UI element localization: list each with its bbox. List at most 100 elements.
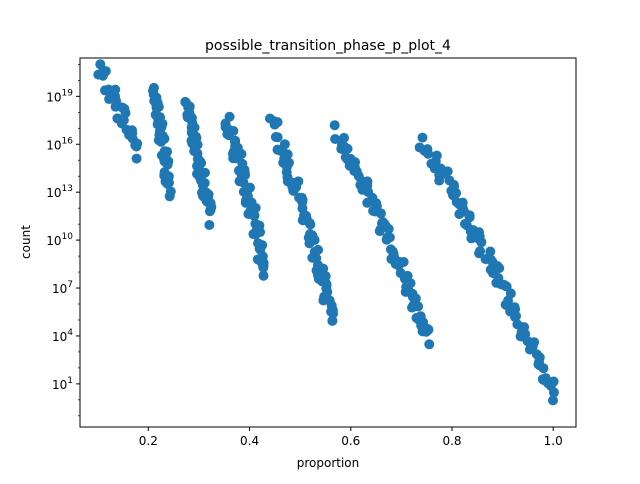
scatter-point bbox=[250, 202, 261, 213]
scatter-point bbox=[398, 256, 409, 267]
scatter-point bbox=[257, 258, 268, 269]
scatter-point bbox=[548, 387, 559, 398]
scatter-point bbox=[97, 67, 108, 78]
plot-area bbox=[93, 59, 559, 406]
scatter-point bbox=[157, 118, 168, 129]
scatter-point bbox=[228, 125, 239, 136]
scatter-point bbox=[279, 139, 290, 150]
scatter-point bbox=[422, 323, 433, 334]
scatter-point bbox=[127, 128, 138, 139]
scatter-point bbox=[258, 270, 269, 281]
scatter-point bbox=[493, 273, 504, 284]
scatter-point bbox=[423, 148, 434, 159]
scatter-point bbox=[322, 287, 333, 298]
scatter-point bbox=[538, 363, 549, 374]
scatter-point bbox=[442, 166, 453, 177]
x-tick-label: 0.8 bbox=[442, 434, 461, 448]
chart-title: possible_transition_phase_p_plot_4 bbox=[205, 38, 451, 54]
scatter-point bbox=[240, 169, 251, 180]
scatter-point bbox=[405, 278, 416, 289]
y-tick-label: 1010 bbox=[46, 232, 73, 248]
x-tick-label: 1.0 bbox=[544, 434, 563, 448]
scatter-point bbox=[464, 212, 475, 223]
x-tick-label: 0.4 bbox=[240, 434, 259, 448]
scatter-point bbox=[163, 171, 174, 182]
point-cluster bbox=[329, 120, 435, 350]
scatter-point bbox=[249, 210, 260, 221]
scatter-point bbox=[151, 103, 162, 114]
scatter-point bbox=[324, 295, 335, 306]
y-tick-label: 104 bbox=[52, 328, 73, 344]
scatter-point bbox=[159, 146, 170, 157]
scatter-point bbox=[118, 115, 129, 126]
y-tick-label: 101 bbox=[52, 376, 73, 392]
x-axis-label: proportion bbox=[297, 456, 360, 470]
scatter-point bbox=[410, 293, 421, 304]
scatter-point bbox=[244, 182, 255, 193]
scatter-point bbox=[95, 59, 106, 70]
scatter-point bbox=[224, 111, 235, 122]
scatter-point bbox=[236, 149, 247, 160]
scatter-point bbox=[375, 208, 386, 219]
x-tick-label: 0.6 bbox=[341, 434, 360, 448]
scatter-point bbox=[313, 244, 324, 255]
scatter-point bbox=[548, 376, 559, 387]
scatter-point bbox=[159, 133, 170, 144]
scatter-point bbox=[327, 315, 338, 326]
scatter-point bbox=[383, 223, 394, 234]
scatter-point bbox=[307, 234, 318, 245]
scatter-point bbox=[527, 341, 538, 352]
scatter-point bbox=[540, 373, 551, 384]
plot-frame bbox=[79, 57, 577, 428]
scatter-point bbox=[251, 225, 262, 236]
scatter-point bbox=[291, 181, 302, 192]
scatter-point bbox=[351, 166, 362, 177]
scatter-point bbox=[187, 117, 198, 128]
scatter-point bbox=[131, 141, 142, 152]
point-cluster bbox=[264, 113, 339, 326]
scatter-point bbox=[110, 95, 121, 106]
point-cluster bbox=[180, 96, 217, 231]
scatter-point bbox=[329, 120, 340, 131]
point-cluster bbox=[148, 82, 176, 202]
scatter-point bbox=[196, 175, 207, 186]
scatter-point bbox=[282, 149, 293, 160]
scatter-point bbox=[163, 156, 174, 167]
scatter-point bbox=[424, 339, 435, 350]
scatter-point bbox=[206, 202, 217, 213]
scatter-point bbox=[131, 153, 142, 164]
scatter-point bbox=[485, 246, 496, 257]
scatter-point bbox=[382, 232, 393, 243]
scatter-point bbox=[204, 220, 215, 231]
scatter-point bbox=[494, 263, 505, 274]
y-axis-label: count bbox=[19, 225, 33, 259]
scatter-point bbox=[457, 202, 468, 213]
scatter-point bbox=[297, 196, 308, 207]
scatter-point bbox=[192, 154, 203, 165]
scatter-point bbox=[451, 188, 462, 199]
scatter-point bbox=[547, 395, 558, 406]
scatter-point bbox=[505, 288, 516, 299]
x-axis: 0.2 0.4 0.6 0.8 1.0 bbox=[139, 427, 563, 448]
scatter-point bbox=[476, 237, 487, 248]
point-cluster bbox=[220, 111, 269, 281]
scatter-point bbox=[164, 191, 175, 202]
scatter-point bbox=[269, 119, 280, 130]
y-tick-label: 1013 bbox=[46, 184, 73, 200]
scatter-point bbox=[330, 134, 341, 144]
scatter-point bbox=[342, 143, 353, 154]
y-tick-label: 1016 bbox=[46, 136, 73, 152]
scatter-point bbox=[189, 140, 200, 151]
scatter-point bbox=[184, 102, 195, 113]
scatter-point bbox=[417, 132, 428, 143]
scatter-point bbox=[305, 219, 316, 230]
x-tick-label: 0.2 bbox=[139, 434, 158, 448]
scatter-point bbox=[203, 189, 214, 200]
scatter-point bbox=[272, 132, 283, 143]
point-cluster bbox=[414, 132, 559, 406]
scatter-point bbox=[413, 301, 424, 312]
scatter-point bbox=[283, 157, 294, 168]
y-axis: 101 104 107 1010 1013 1016 1019 bbox=[46, 64, 80, 417]
